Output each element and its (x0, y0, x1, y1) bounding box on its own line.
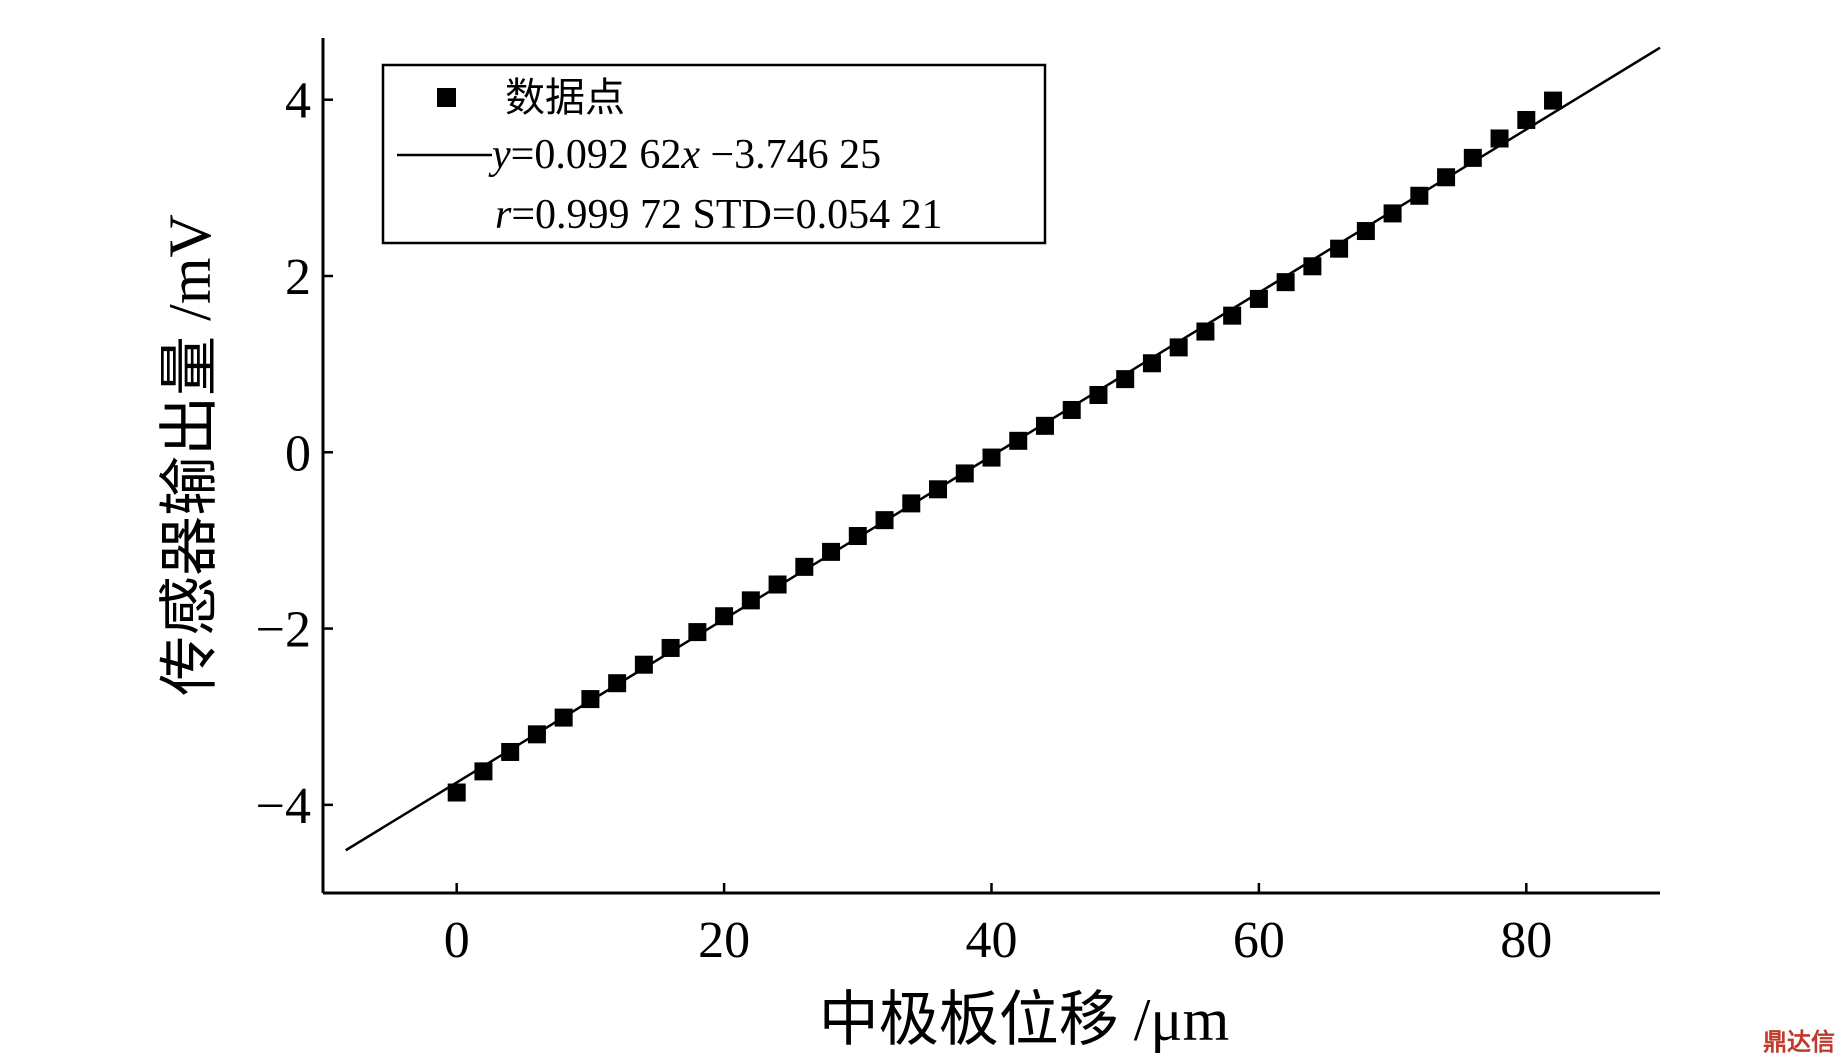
x-tick-label: 80 (1500, 912, 1552, 969)
data-point (875, 511, 894, 530)
legend-points-label: 数据点 (505, 75, 625, 120)
legend-eq-y: y (488, 132, 511, 178)
data-points (447, 91, 1563, 802)
ticks: 0 20 40 60 80 −4 −2 0 2 4 (256, 73, 1553, 969)
y-axis-title: 传感器输出量 /mV (157, 214, 223, 696)
data-point (1169, 338, 1188, 357)
y-tick-label: 2 (285, 249, 311, 306)
data-point (1116, 370, 1135, 389)
data-point (795, 557, 814, 576)
legend-box (381, 63, 1047, 245)
legend: 数据点 y=0.092 62x −3.746 25 r=0.999 72 STD… (381, 63, 1047, 245)
data-point (527, 725, 546, 744)
data-point (1035, 416, 1054, 435)
data-point (1196, 322, 1215, 341)
data-point (1410, 186, 1429, 205)
data-point (608, 674, 627, 693)
data-point (1463, 148, 1482, 167)
data-point (474, 762, 493, 781)
x-axis-title: 中极板位移 /μm (819, 987, 1230, 1053)
legend-stat-r: r (495, 192, 512, 238)
legend-fit-equation: y=0.092 62x −3.746 25 (488, 132, 881, 178)
legend-marker-square (437, 88, 456, 107)
legend-eq-rest: −3.746 25 (700, 132, 881, 178)
data-point (1356, 222, 1375, 241)
data-point (634, 655, 653, 674)
data-point (554, 708, 573, 727)
legend-eq-x: x (680, 132, 700, 178)
data-point (1223, 306, 1242, 325)
data-point (929, 480, 948, 499)
data-point (1089, 385, 1108, 404)
x-tick-label: 20 (698, 912, 750, 969)
data-point (1383, 204, 1402, 223)
data-point (741, 591, 760, 610)
data-point (688, 623, 707, 642)
watermark-logo: 鼎达信 (1763, 1028, 1835, 1056)
data-point (848, 527, 867, 546)
data-point (1437, 168, 1456, 187)
data-point (822, 542, 841, 561)
data-point (501, 742, 520, 761)
data-point (1544, 91, 1563, 110)
data-point (1249, 289, 1268, 308)
data-point (1303, 257, 1322, 276)
data-point (447, 783, 466, 802)
data-point (1142, 354, 1161, 373)
x-tick-label: 40 (966, 912, 1018, 969)
x-tick-label: 60 (1233, 912, 1285, 969)
data-point (902, 494, 921, 513)
data-point (661, 638, 680, 657)
data-point (1009, 431, 1028, 450)
x-tick-label: 0 (444, 912, 470, 969)
legend-stats: r=0.999 72 STD=0.054 21 (495, 192, 943, 238)
data-point (1490, 129, 1509, 148)
data-point (1062, 400, 1081, 419)
data-point (982, 448, 1001, 467)
y-tick-label: −4 (256, 778, 311, 835)
data-point (955, 464, 974, 483)
data-point (1276, 273, 1295, 292)
data-point (1330, 239, 1349, 258)
data-point (581, 690, 600, 709)
data-point (768, 575, 787, 594)
data-point (1517, 110, 1536, 129)
data-point (715, 607, 734, 626)
y-tick-label: 4 (285, 73, 311, 130)
legend-eq-mid: =0.092 62 (511, 132, 682, 178)
y-tick-label: −2 (256, 602, 311, 659)
legend-stat-rest: =0.999 72 STD=0.054 21 (511, 192, 942, 238)
y-tick-label: 0 (285, 425, 311, 482)
